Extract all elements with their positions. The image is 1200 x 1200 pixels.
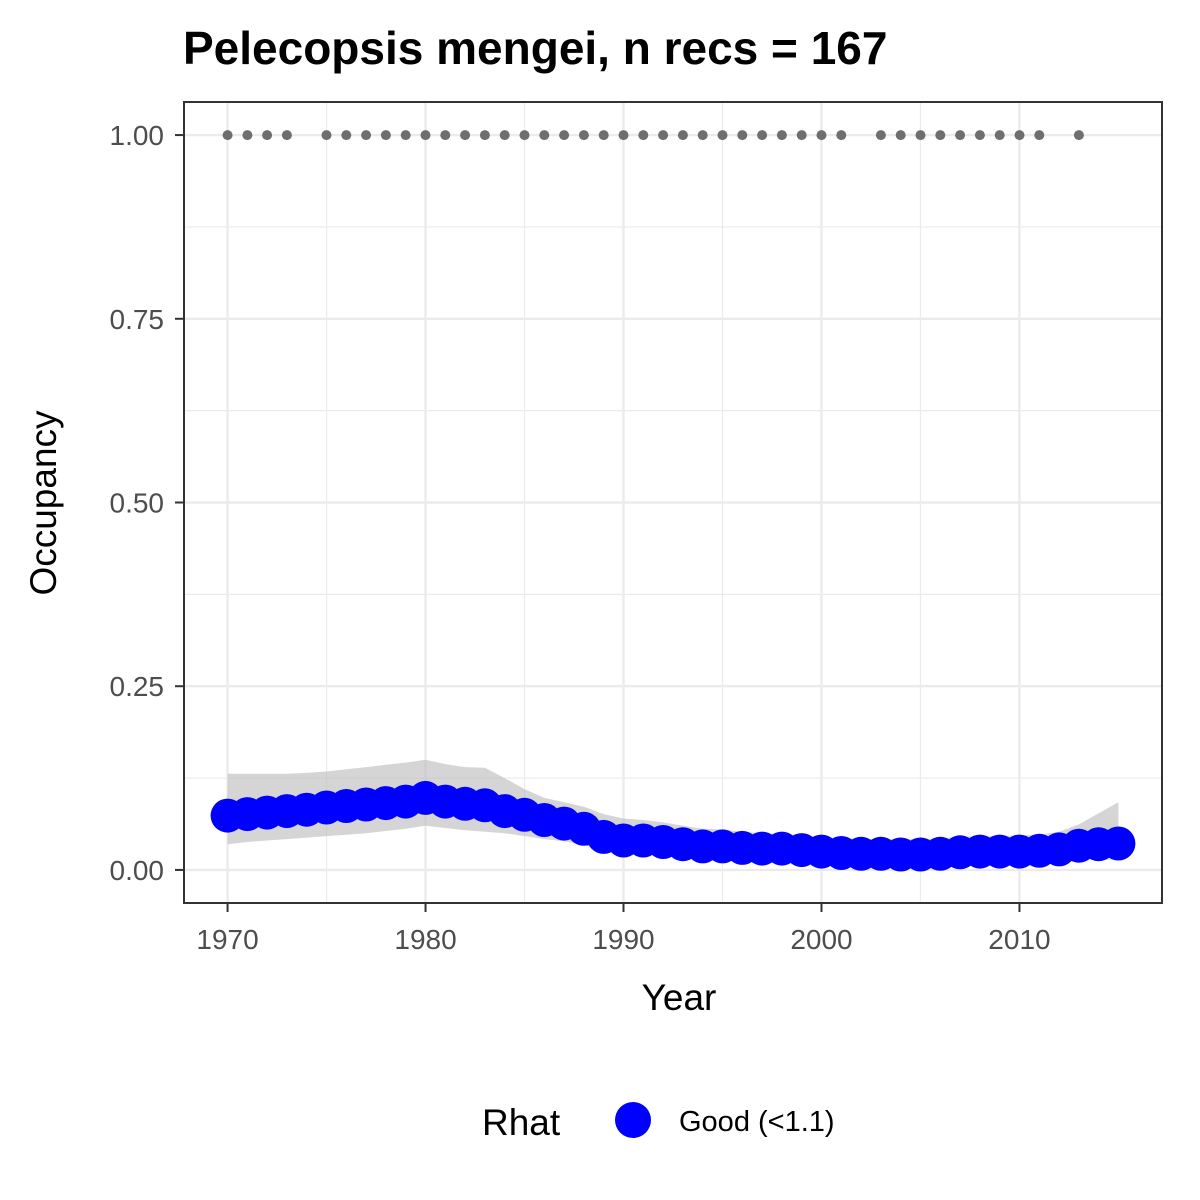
record-point xyxy=(380,130,391,141)
chart-title: Pelecopsis mengei, n recs = 167 xyxy=(183,22,887,74)
y-tick-label: 1.00 xyxy=(110,120,165,151)
record-point xyxy=(1034,130,1045,141)
legend-key-good xyxy=(615,1102,651,1138)
record-point xyxy=(816,130,827,141)
record-point xyxy=(242,130,253,141)
record-point xyxy=(222,130,233,141)
x-tick-label: 1970 xyxy=(196,924,258,955)
x-axis: 1970 1980 1990 2000 2010 xyxy=(196,903,1051,955)
plot-panel xyxy=(183,101,1163,904)
record-point xyxy=(895,130,906,141)
record-point xyxy=(677,130,688,141)
estimate-point xyxy=(1101,826,1136,861)
x-tick-label: 1980 xyxy=(394,924,456,955)
record-point xyxy=(1014,130,1025,141)
record-point xyxy=(757,130,768,141)
record-point xyxy=(400,130,411,141)
record-point xyxy=(836,130,847,141)
record-point xyxy=(420,130,431,141)
record-point xyxy=(796,130,807,141)
record-point xyxy=(519,130,530,141)
record-point xyxy=(658,130,669,141)
record-point xyxy=(578,130,589,141)
x-tick-label: 1990 xyxy=(592,924,654,955)
y-tick-label: 0.00 xyxy=(110,855,165,886)
record-point xyxy=(321,130,332,141)
record-point xyxy=(955,130,966,141)
record-point xyxy=(974,130,985,141)
record-point xyxy=(717,130,728,141)
record-point xyxy=(539,130,550,141)
y-tick-label: 0.50 xyxy=(110,488,165,519)
record-point xyxy=(281,130,292,141)
y-tick-label: 0.25 xyxy=(110,671,165,702)
record-point xyxy=(935,130,946,141)
x-tick-label: 2010 xyxy=(988,924,1050,955)
record-point xyxy=(499,130,510,141)
record-point xyxy=(341,130,352,141)
legend-title: Rhat xyxy=(482,1102,561,1143)
y-axis-title: Occupancy xyxy=(23,410,64,596)
record-point xyxy=(697,130,708,141)
record-points xyxy=(222,130,1084,141)
occupancy-estimate-points xyxy=(210,780,1136,872)
x-axis-title: Year xyxy=(642,977,717,1018)
x-tick-label: 2000 xyxy=(790,924,852,955)
record-point xyxy=(440,130,451,141)
record-point xyxy=(915,130,926,141)
legend: Rhat Good (<1.1) xyxy=(482,1102,835,1143)
record-point xyxy=(1073,130,1084,141)
record-point xyxy=(559,130,570,141)
record-point xyxy=(638,130,649,141)
record-point xyxy=(776,130,787,141)
record-point xyxy=(875,130,886,141)
record-point xyxy=(994,130,1005,141)
record-point xyxy=(361,130,372,141)
record-point xyxy=(262,130,273,141)
record-point xyxy=(460,130,471,141)
record-point xyxy=(479,130,490,141)
y-tick-label: 0.75 xyxy=(110,304,165,335)
legend-label-good: Good (<1.1) xyxy=(679,1106,835,1138)
record-point xyxy=(737,130,748,141)
record-point xyxy=(598,130,609,141)
y-axis: 0.00 0.25 0.50 0.75 1.00 xyxy=(110,120,184,886)
record-point xyxy=(618,130,629,141)
